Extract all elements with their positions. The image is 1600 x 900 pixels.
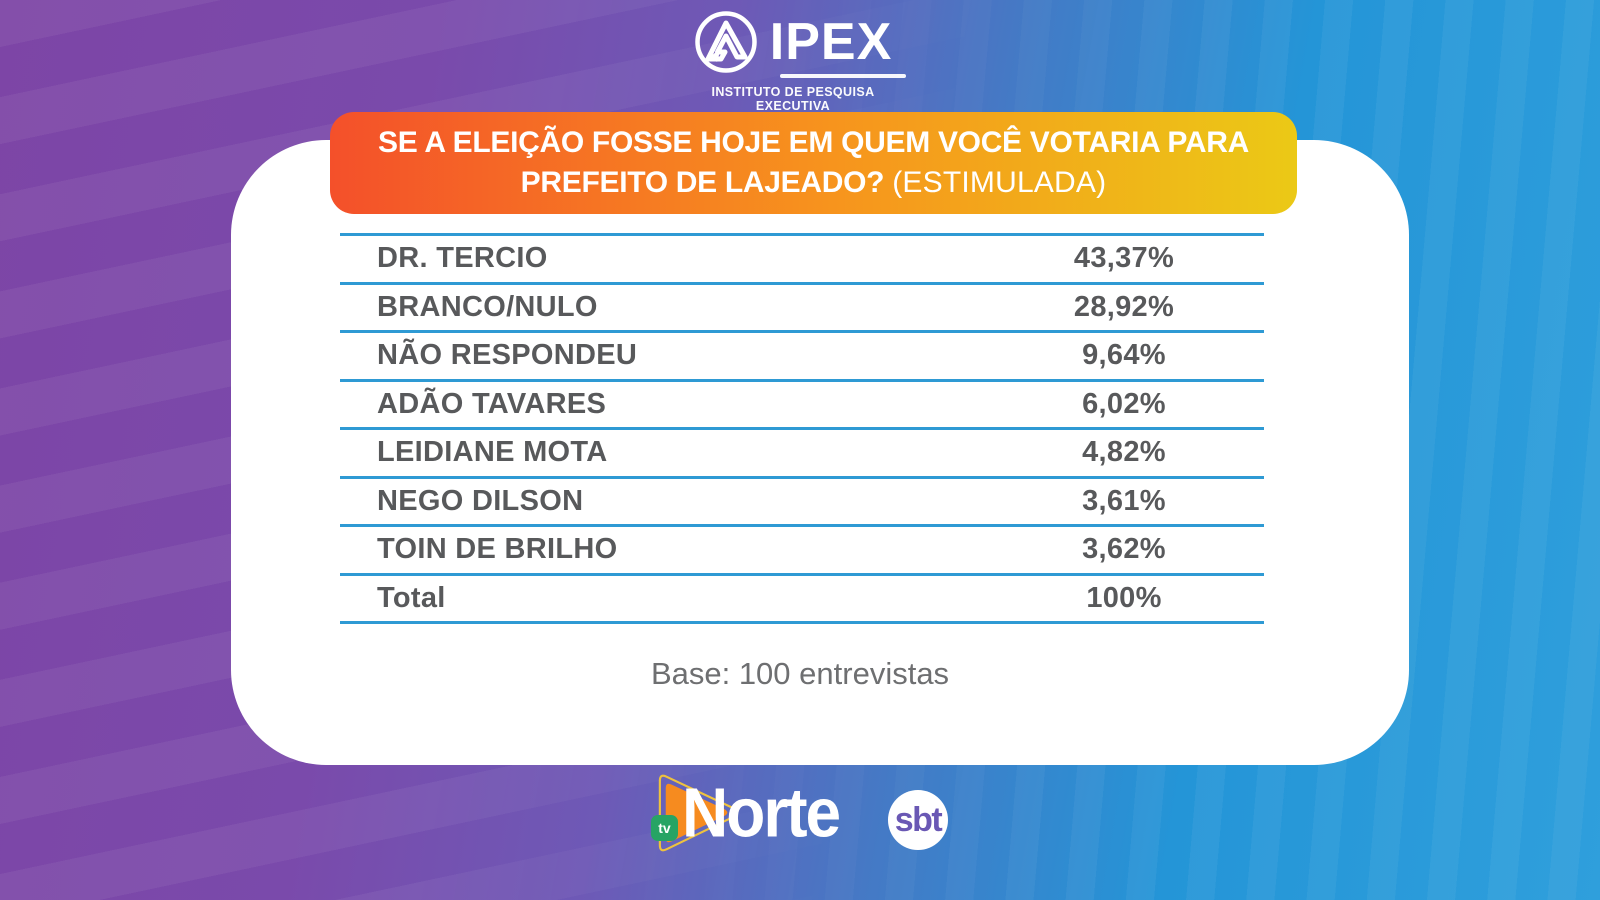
table-row: BRANCO/NULO 28,92% (340, 285, 1264, 333)
tv-badge: tv (651, 815, 678, 841)
candidate-label: NÃO RESPONDEU (377, 339, 638, 372)
candidate-label: ADÃO TAVARES (377, 387, 607, 420)
total-label: Total (377, 581, 446, 614)
percent-value: 6,02% (1082, 387, 1166, 420)
ipex-logo: IPEX INSTITUTO DE PESQUISA EXECUTIVA (678, 10, 908, 113)
norte-wordmark: Norte (682, 774, 841, 852)
base-note: Base: 100 entrevistas (650, 656, 950, 691)
table-row: NEGO DILSON 3,61% (340, 479, 1264, 527)
candidate-label: LEIDIANE MOTA (377, 436, 608, 469)
estimulada-note: (ESTIMULADA) (892, 166, 1107, 199)
table-row: DR. TERCIO 43,37% (340, 236, 1264, 285)
table-row: LEIDIANE MOTA 4,82% (340, 430, 1264, 479)
sbt-logo: sbt (888, 790, 948, 850)
table-row: ADÃO TAVARES 6,02% (340, 382, 1264, 430)
percent-value: 43,37% (1073, 242, 1175, 275)
candidate-label: NEGO DILSON (377, 484, 584, 517)
candidate-label: BRANCO/NULO (377, 290, 598, 323)
table-row: TOIN DE BRILHO 3,62% (340, 527, 1264, 576)
percent-value: 3,62% (1082, 533, 1166, 566)
results-table: DR. TERCIO 43,37% BRANCO/NULO 28,92% NÃO… (340, 233, 1264, 624)
percent-value: 9,64% (1082, 339, 1166, 372)
candidate-label: DR. TERCIO (377, 242, 548, 275)
percent-value: 28,92% (1073, 290, 1175, 323)
percent-value: 4,82% (1082, 436, 1166, 469)
percent-value: 3,61% (1082, 484, 1166, 517)
ipex-underline (780, 74, 906, 78)
results-card (231, 140, 1409, 765)
tv-norte-logo: tv Norte (650, 768, 860, 863)
question-line2-bold: PREFEITO DE LAJEADO? (520, 166, 885, 199)
play-triangle-icon (650, 768, 748, 863)
total-value: 100% (1086, 581, 1162, 614)
question-line1: SE A ELEIÇÃO FOSSE HOJE EM QUEM VOCÊ VOT… (378, 126, 1249, 159)
table-row: NÃO RESPONDEU 9,64% (340, 333, 1264, 382)
ipex-circle-a-icon (694, 10, 758, 74)
candidate-label: TOIN DE BRILHO (377, 533, 618, 566)
ipex-subtitle: INSTITUTO DE PESQUISA EXECUTIVA (711, 85, 875, 113)
table-row-total: Total 100% (340, 576, 1264, 624)
sbt-wordmark: sbt (894, 801, 943, 839)
ipex-wordmark: IPEX (769, 13, 893, 71)
question-banner: SE A ELEIÇÃO FOSSE HOJE EM QUEM VOCÊ VOT… (330, 112, 1297, 214)
question-line2: PREFEITO DE LAJEADO? (ESTIMULADA) (521, 163, 1107, 203)
